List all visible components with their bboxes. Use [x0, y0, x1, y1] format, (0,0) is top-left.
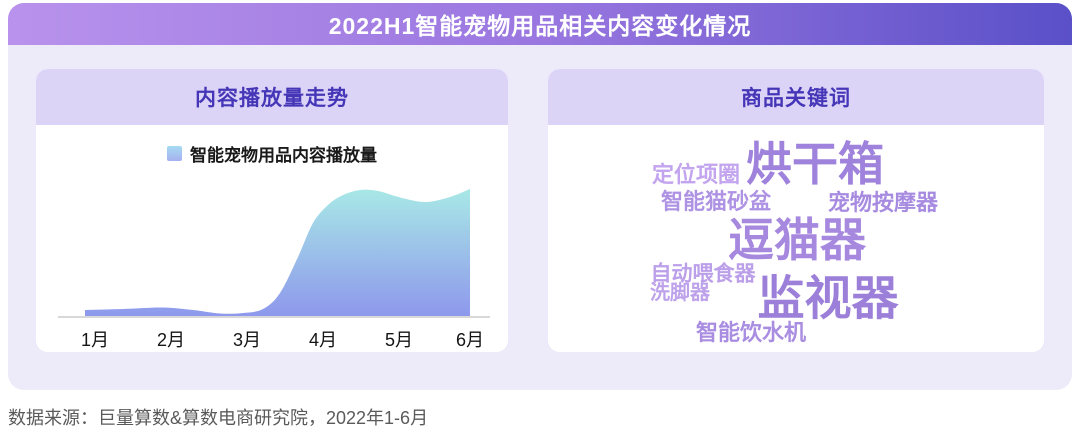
keywords-title: 商品关键词	[741, 87, 851, 110]
area-series-path	[85, 189, 470, 316]
infographic-container: 2022H1智能宠物用品相关内容变化情况 内容播放量走势 智能宠物用品内容播放量	[8, 3, 1072, 390]
x-tick-mar: 3月	[232, 330, 262, 350]
keywords-panel: 商品关键词 定位项圈 烘干箱 智能猫砂盆 宠物按摩器 逗猫器 自动喂食器 洗脚器…	[548, 69, 1044, 352]
keyword: 逗猫器	[728, 214, 866, 266]
keyword: 智能猫砂盆	[660, 189, 772, 214]
keyword: 自动喂食器	[650, 262, 756, 286]
page-title: 2022H1智能宠物用品相关内容变化情况	[328, 13, 752, 39]
title-bar: 2022H1智能宠物用品相关内容变化情况	[8, 3, 1072, 45]
area-chart-plot	[58, 165, 490, 318]
x-tick-jun: 6月	[455, 330, 485, 350]
playback-trend-title: 内容播放量走势	[195, 87, 349, 110]
legend-label: 智能宠物用品内容播放量	[190, 146, 377, 165]
x-tick-may: 5月	[384, 330, 414, 350]
playback-trend-panel-header: 内容播放量走势	[36, 69, 508, 125]
x-tick-feb: 2月	[156, 330, 186, 350]
keyword: 定位项圈	[651, 162, 741, 187]
keyword: 监视器	[757, 271, 899, 325]
playback-trend-panel: 内容播放量走势 智能宠物用品内容播放量	[36, 69, 508, 352]
content-area: 内容播放量走势 智能宠物用品内容播放量	[8, 45, 1072, 352]
playback-trend-chart: 智能宠物用品内容播放量 1月	[36, 125, 508, 352]
keyword: 洗脚器	[650, 282, 710, 304]
keyword: 智能饮水机	[695, 320, 807, 345]
legend-swatch	[167, 146, 182, 161]
keyword: 烘干箱	[746, 138, 884, 190]
x-tick-apr: 4月	[308, 330, 338, 350]
area-chart-svg	[58, 189, 490, 318]
chart-legend: 智能宠物用品内容播放量	[36, 125, 508, 166]
keywords-panel-header: 商品关键词	[548, 69, 1044, 125]
keywords-cloud-body: 定位项圈 烘干箱 智能猫砂盆 宠物按摩器 逗猫器 自动喂食器 洗脚器 监视器 智…	[548, 125, 1044, 352]
word-cloud: 定位项圈 烘干箱 智能猫砂盆 宠物按摩器 逗猫器 自动喂食器 洗脚器 监视器 智…	[548, 125, 1044, 352]
data-source-note: 数据来源：巨量算数&算数电商研究院，2022年1-6月	[8, 408, 429, 428]
keyword: 宠物按摩器	[827, 190, 939, 215]
x-axis-labels: 1月 2月 3月 4月 5月 6月	[58, 326, 490, 350]
x-tick-jan: 1月	[80, 330, 110, 350]
